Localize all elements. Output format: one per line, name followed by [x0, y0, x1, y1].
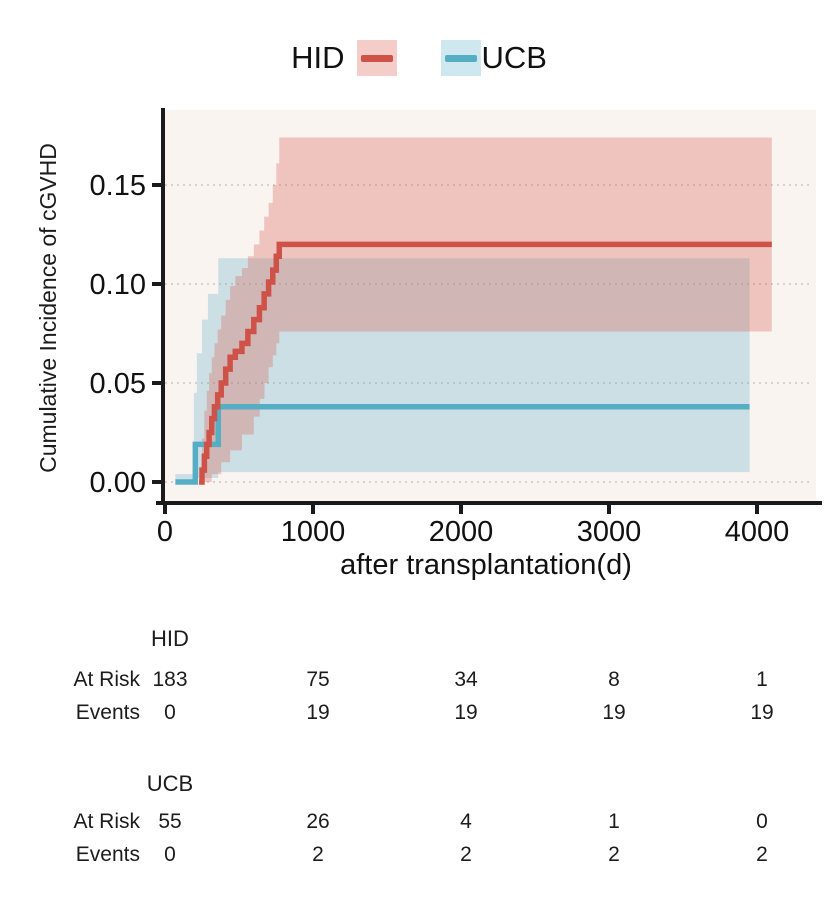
legend-key-hid-icon: [357, 40, 398, 76]
hid-incidence-curve: [199, 241, 772, 485]
plot-panel: [163, 110, 816, 503]
at-risk-label: At Risk: [73, 668, 140, 691]
hid-events-value: 19: [602, 701, 626, 724]
ucb-atrisk-value: 26: [306, 810, 330, 833]
y-tick-label: 0.05: [90, 368, 146, 400]
hid-events-value: 0: [164, 701, 176, 724]
ucb-events-value: 2: [756, 843, 768, 866]
ucb-line-swatch: [445, 54, 478, 62]
y-tick-label: 0.15: [90, 170, 146, 202]
ucb-atrisk-value: 1: [608, 810, 620, 833]
hid-confidence-band: [202, 137, 772, 483]
ucb-events-value: 0: [164, 843, 176, 866]
hid-atrisk-value: 34: [454, 668, 478, 691]
risk-table-ucb-atrisk-row: At Risk 55 26 4 1 0: [0, 810, 838, 836]
risk-table-ucb-header-row: UCB: [0, 771, 838, 797]
events-label: Events: [75, 843, 140, 866]
ucb-atrisk-value: 4: [460, 810, 472, 833]
legend: HID UCB: [0, 40, 838, 76]
ucb-atrisk-value: 55: [158, 810, 182, 833]
hid-events-value: 19: [306, 701, 330, 724]
x-axis-title: after transplantation(d): [340, 549, 632, 581]
cumulative-incidence-plot: 0.00 0.05 0.10 0.15 0 1000 2000 3000 4000 Cumula…: [35, 108, 822, 581]
risk-table-hid-events-row: Events 0 19 19 19 19: [0, 701, 838, 727]
x-tick-label: 3000: [577, 516, 642, 548]
x-tick-label: 2000: [429, 516, 494, 548]
x-tick-label: 0: [157, 516, 173, 548]
risk-table-group-name: HID: [151, 626, 189, 651]
risk-table-ucb-events-row: Events 0 2 2 2 2: [0, 843, 838, 869]
risk-table-hid-atrisk-row: At Risk 183 75 34 8 1: [0, 668, 838, 694]
y-tick-label: 0.10: [90, 269, 146, 301]
events-label: Events: [75, 701, 140, 724]
ucb-atrisk-value: 0: [756, 810, 768, 833]
hid-events-value: 19: [750, 701, 774, 724]
ucb-confidence-band: [175, 258, 750, 482]
legend-label-ucb: UCB: [481, 40, 547, 75]
legend-key-ucb-icon: [441, 40, 482, 76]
hid-events-value: 19: [454, 701, 478, 724]
x-tick-label: 4000: [725, 516, 790, 548]
at-risk-label: At Risk: [73, 810, 140, 833]
ucb-events-value: 2: [608, 843, 620, 866]
legend-label-hid: HID: [291, 40, 345, 75]
y-tick-label: 0.00: [90, 467, 146, 499]
hid-atrisk-value: 1: [756, 668, 768, 691]
ucb-events-value: 2: [460, 843, 472, 866]
hid-atrisk-value: 183: [152, 668, 188, 691]
hid-atrisk-value: 8: [608, 668, 620, 691]
hid-atrisk-value: 75: [306, 668, 330, 691]
ucb-events-value: 2: [312, 843, 324, 866]
x-tick-label: 1000: [281, 516, 346, 548]
risk-table-hid-header-row: HID: [0, 626, 838, 652]
hid-line-swatch: [361, 54, 394, 62]
y-axis-title: Cumulative Incidence of cGVHD: [35, 143, 61, 473]
risk-table-group-name: UCB: [146, 771, 194, 796]
